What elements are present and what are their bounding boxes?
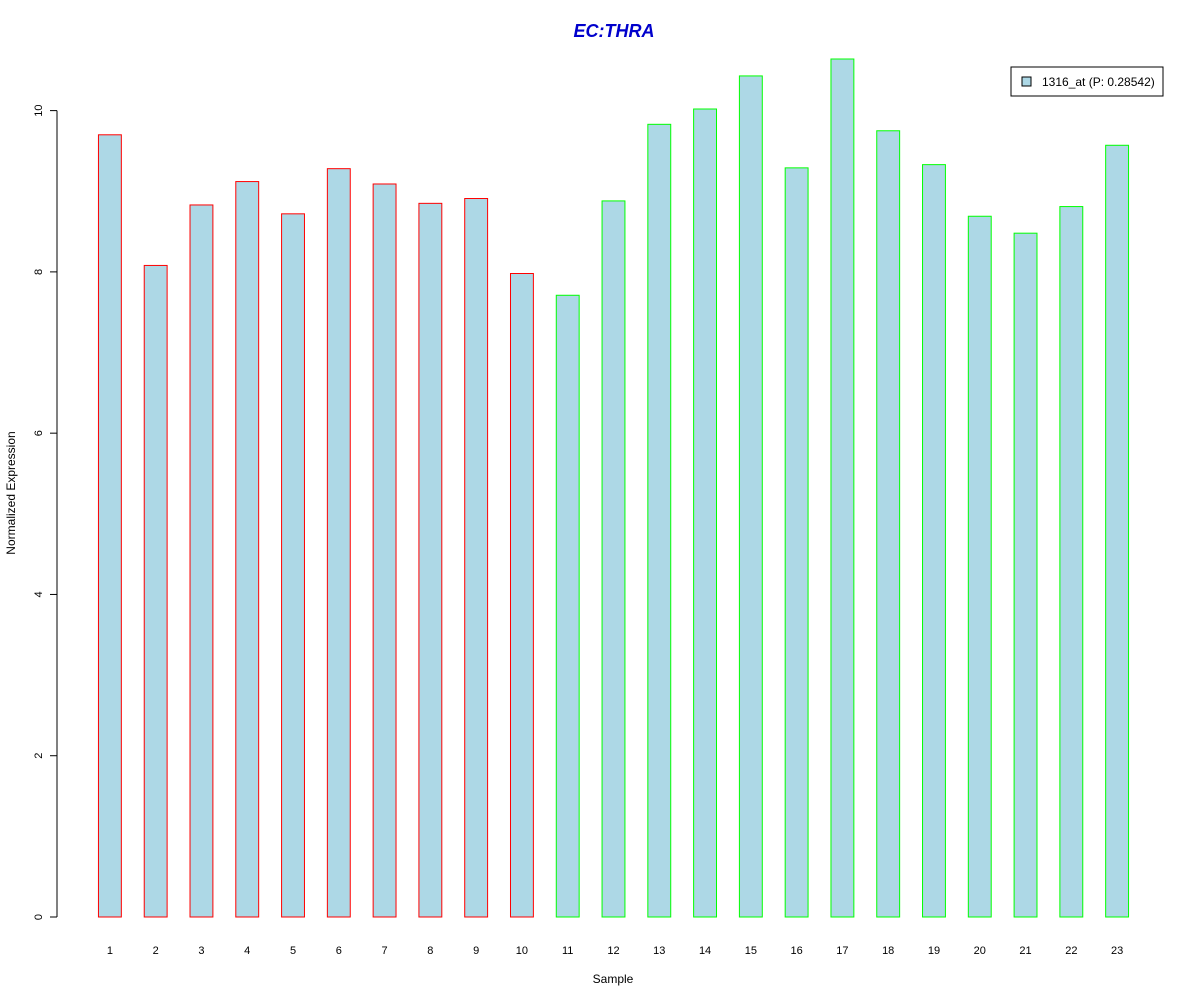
bar [693,108,718,918]
bar [738,75,763,918]
x-tick-label: 11 [562,945,573,957]
x-axis-label: Sample [593,972,634,986]
bar [922,164,946,918]
bar [509,273,534,918]
x-tick-label: 22 [1065,945,1077,957]
bar [601,200,626,918]
y-axis-label: Normalized Expression [4,431,18,554]
bar [1105,144,1130,918]
bar [97,134,122,918]
bar [326,168,351,918]
legend-swatch [1021,76,1032,87]
x-tick-label: 15 [745,945,757,957]
y-tick-label: 6 [33,430,45,436]
bar [189,204,214,918]
bar [235,181,260,918]
x-tick-label: 8 [427,945,433,957]
bar [143,264,168,918]
bar [372,183,397,918]
x-tick-label: 9 [473,945,479,957]
x-tick-label: 6 [336,945,342,957]
bar [876,130,901,918]
bar [1059,206,1084,918]
x-tick-label: 4 [244,945,250,957]
bar [784,167,809,918]
x-tick-label: 13 [653,945,665,957]
bar [464,198,489,918]
chart-title: EC:THRA [574,21,655,41]
x-tick-label: 12 [607,945,619,957]
y-tick-label: 0 [33,914,45,920]
y-tick-label: 2 [33,753,45,759]
x-tick-label: 17 [836,945,848,957]
x-tick-label: 20 [974,945,986,957]
y-tick-label: 10 [33,104,45,116]
bar [647,123,672,918]
x-tick-label: 18 [882,945,894,957]
y-axis: 0 2 4 6 8 10 [33,104,58,920]
x-tick-label: 7 [382,945,388,957]
bar [1013,232,1038,918]
x-tick-label: 1 [107,945,113,957]
x-tick-label: 3 [198,945,204,957]
legend-label: 1316_at (P: 0.28542) [1042,75,1155,89]
bars [97,58,1130,918]
x-tick-label: 2 [153,945,159,957]
bar [830,58,855,918]
x-tick-label: 21 [1019,945,1031,957]
bar [967,215,992,918]
bar [418,202,443,918]
x-tick-label: 19 [928,945,940,957]
x-tick-label: 16 [791,945,803,957]
legend-box [1010,66,1164,97]
bar [555,294,580,918]
bar [281,213,305,918]
x-tick-label: 14 [699,945,711,957]
x-tick-label: 10 [516,945,528,957]
x-tick-label: 23 [1111,945,1123,957]
x-axis-tick-labels: 1 2 3 4 5 6 7 8 9 10 11 12 13 14 15 16 17 18 19 20 21 22 23 [107,945,1123,957]
y-tick-label: 8 [33,269,45,275]
y-tick-label: 4 [33,591,45,597]
x-tick-label: 5 [290,945,296,957]
legend: 1316_at (P: 0.28542) [1010,66,1164,97]
